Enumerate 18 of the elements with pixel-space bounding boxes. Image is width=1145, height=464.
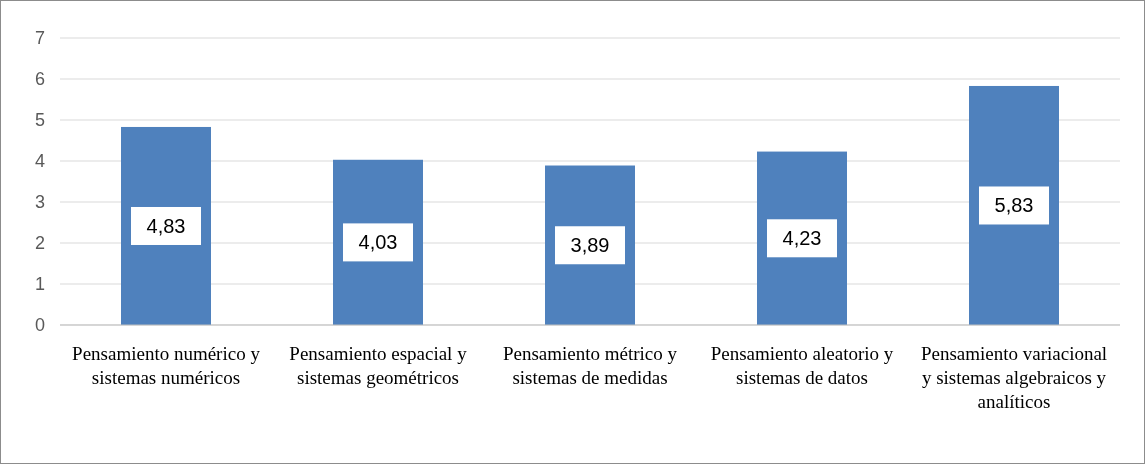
y-tick-label: 2 — [34, 233, 46, 254]
data-label: 5,83 — [994, 194, 1034, 217]
x-tick-label: Pensamiento espacial y sistemas geométricos — [289, 343, 468, 388]
x-tick-label: Pensamiento variacional y sistemas algebraicos y analíticos — [920, 343, 1108, 412]
data-label: 3,89 — [570, 234, 610, 257]
x-tick-label: Pensamiento numérico y sistemas numéricos — [72, 343, 261, 388]
y-tick-label: 7 — [34, 28, 46, 49]
data-label: 4,03 — [358, 231, 398, 254]
x-tick-label: Pensamiento métrico y sistemas de medidas — [502, 343, 678, 388]
x-tick-label: Pensamiento aleatorio y sistemas de datos — [710, 343, 894, 388]
data-label: 4,23 — [782, 227, 822, 250]
y-tick-label: 4 — [34, 151, 46, 172]
data-label: 4,83 — [146, 214, 186, 237]
y-tick-label: 6 — [34, 69, 46, 90]
y-tick-label: 5 — [34, 110, 46, 131]
y-tick-label: 3 — [34, 192, 46, 213]
y-tick-label: 1 — [34, 274, 46, 295]
y-tick-label: 0 — [34, 315, 46, 336]
